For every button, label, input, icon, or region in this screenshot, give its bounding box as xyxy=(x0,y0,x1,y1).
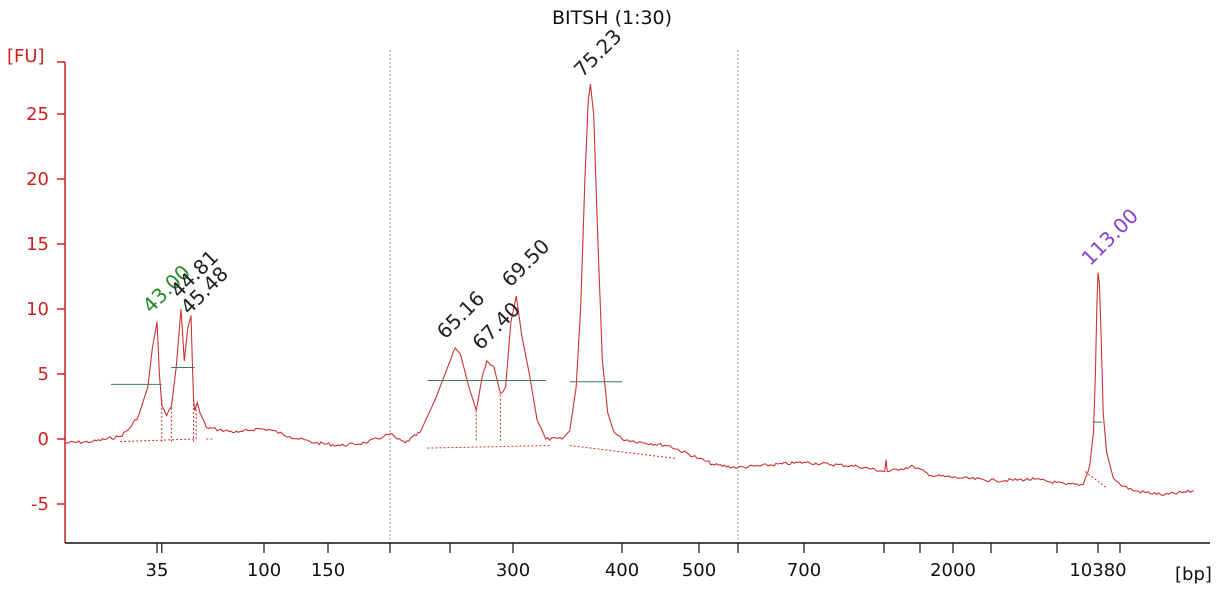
peak-label: 75.23 xyxy=(569,24,626,81)
x-tick-label: 500 xyxy=(682,560,716,581)
axes: -5 0 5 10 15 20 25 35 100 150 300 400 500 700 2000 1038… xyxy=(26,61,1210,581)
baseline-segment xyxy=(120,438,195,443)
baseline-segment xyxy=(569,445,676,459)
peak-label: 69.50 xyxy=(497,234,554,291)
x-tick-label: 700 xyxy=(787,560,821,581)
baseline-segment xyxy=(427,445,552,449)
x-tick-label: 10380 xyxy=(1069,560,1126,581)
chart-title: BITSH (1:30) xyxy=(552,7,672,29)
x-tick-label: 400 xyxy=(605,560,639,581)
x-tick-label: 35 xyxy=(146,560,169,581)
y-axis-label: [FU] xyxy=(7,46,45,67)
x-tick-label: 2000 xyxy=(930,560,976,581)
y-tick-label: 0 xyxy=(38,429,49,450)
marker-lines xyxy=(389,50,739,543)
trace-line xyxy=(64,84,1194,497)
y-tick-label: 25 xyxy=(26,104,49,125)
baseline-segment xyxy=(1084,471,1108,489)
y-tick-label: -5 xyxy=(31,494,49,515)
peak-label: 113.00 xyxy=(1077,204,1143,270)
x-tick-label: 300 xyxy=(496,560,530,581)
y-tick-label: 15 xyxy=(26,234,49,255)
x-axis-label: [bp] xyxy=(1175,564,1212,585)
y-tick-label: 20 xyxy=(26,169,49,190)
trace-layer xyxy=(64,84,1194,497)
x-tick-label: 100 xyxy=(247,560,281,581)
x-tick-label: 150 xyxy=(311,560,345,581)
y-tick-label: 5 xyxy=(38,364,49,385)
y-tick-label: 10 xyxy=(26,299,49,320)
